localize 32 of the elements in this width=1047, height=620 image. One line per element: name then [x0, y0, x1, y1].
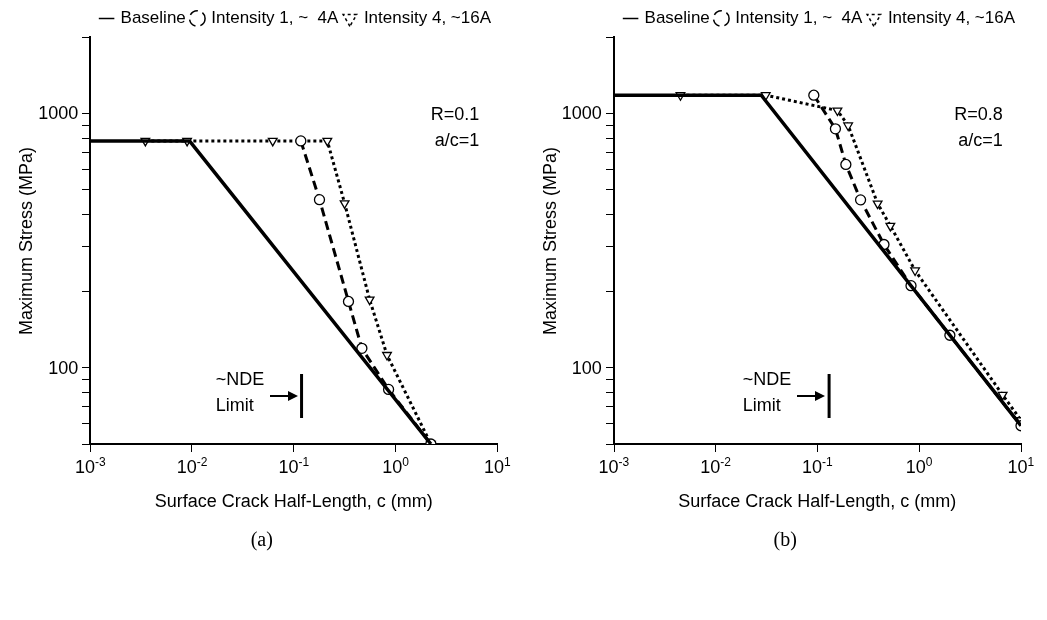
- ref-line-label: ~NDE Limit: [742, 368, 793, 417]
- legend-label: Baseline: [120, 8, 187, 28]
- x-tick-label: 10$^{-2}$: [176, 455, 208, 477]
- ref-line-label: ~NDE Limit: [215, 368, 266, 417]
- legend-label: Baseline: [644, 8, 710, 28]
- annotation: a/c=1: [958, 130, 1003, 150]
- legend-label: Intensity 4, ~16A: [364, 8, 492, 28]
- y-tick-label: 100: [48, 357, 79, 378]
- y-axis-title: Maximum Stress (MPa): [539, 146, 560, 335]
- y-tick-label: 1000: [38, 103, 79, 124]
- legend-label: Intensity 4, ~16A: [887, 8, 1016, 28]
- x-tick-label: 10$^{1}$: [1007, 455, 1035, 477]
- y-tick-label: 1000: [561, 103, 602, 124]
- x-axis-title: Surface Crack Half-Length, c (mm): [154, 491, 433, 511]
- annotation: R=0.8: [954, 104, 1003, 124]
- annotation: a/c=1: [434, 130, 480, 150]
- y-axis-title: Maximum Stress (MPa): [16, 146, 37, 335]
- text: (b): [772, 528, 798, 551]
- x-tick-label: 10$^{1}$: [483, 455, 511, 477]
- annotation: R=0.1: [430, 104, 480, 124]
- legend-label: Intensity 1, ~ 4A: [735, 8, 863, 28]
- y-tick-label: 100: [571, 357, 602, 378]
- x-tick-label: 10$^{-1}$: [278, 455, 310, 477]
- legend-label: Intensity 1, ~ 4A: [211, 8, 340, 28]
- x-tick-label: 10$^{0}$: [905, 455, 933, 477]
- x-axis-title: Surface Crack Half-Length, c (mm): [678, 491, 957, 511]
- x-tick-label: 10$^{-3}$: [74, 455, 106, 477]
- text: (a): [249, 528, 274, 551]
- x-tick-label: 10$^{-3}$: [598, 455, 630, 477]
- x-tick-label: 10$^{-2}$: [700, 455, 731, 477]
- x-tick-label: 10$^{0}$: [382, 455, 409, 477]
- x-tick-label: 10$^{-1}$: [801, 455, 833, 477]
